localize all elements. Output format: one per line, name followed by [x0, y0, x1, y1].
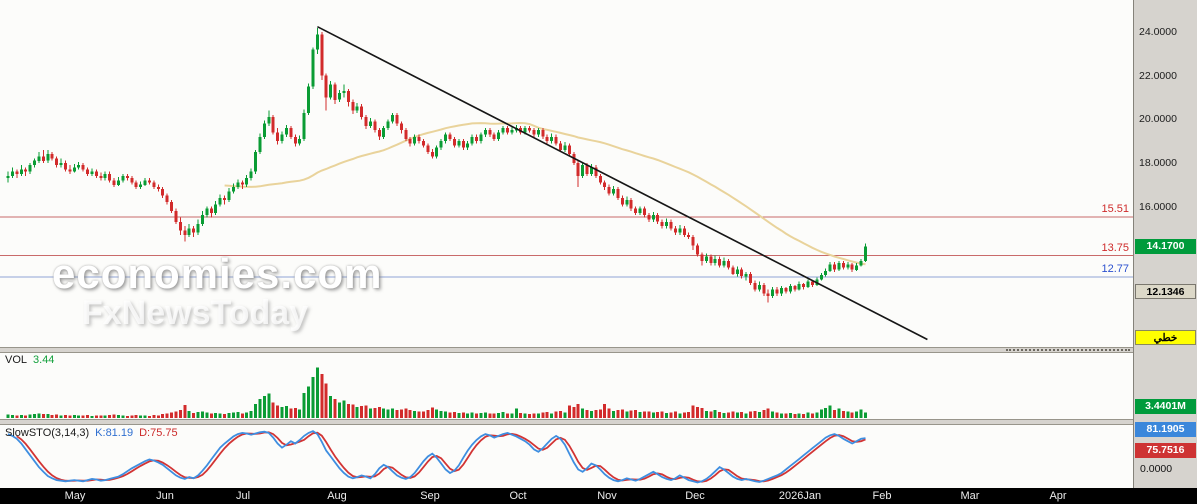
- stoch-k-line: [7, 430, 866, 484]
- price-tick-24: 24.0000: [1139, 26, 1177, 38]
- month-label-Aug: Aug: [327, 490, 347, 502]
- horizontal-price-lines[interactable]: [0, 216, 1133, 278]
- price-tick-22: 22.0000: [1139, 70, 1177, 82]
- stoch-pane-label: SlowSTO(3,14,3) K:81.19 D:75.75: [5, 427, 184, 439]
- stoch-d-line: [16, 431, 866, 483]
- moving-average-line: [224, 121, 866, 266]
- month-label-Jul: Jul: [235, 490, 251, 502]
- month-label-Jun: Jun: [156, 490, 174, 502]
- volume-label-value: 3.44: [33, 354, 55, 366]
- month-label-2026Jan: 2026Jan: [778, 490, 822, 502]
- price-line-label-13.75: 13.75: [1101, 242, 1129, 254]
- price-tick-20: 20.0000: [1139, 113, 1177, 125]
- chart-plot-area[interactable]: [0, 0, 1133, 488]
- level-value-badge: 12.1346: [1135, 284, 1196, 299]
- stoch-k-badge: 81.1905: [1135, 422, 1196, 437]
- month-label-Oct: Oct: [509, 490, 527, 502]
- month-label-Mar: Mar: [960, 490, 980, 502]
- stoch-k-value: K:81.19: [95, 427, 134, 439]
- volume-value-badge: 3.4401M: [1135, 399, 1196, 414]
- month-label-Feb: Feb: [872, 490, 892, 502]
- scale-type-badge: خطي: [1135, 330, 1196, 345]
- month-label-Apr: Apr: [1049, 490, 1067, 502]
- stoch-zero-label: 0.0000: [1140, 463, 1173, 475]
- trend-line[interactable]: [317, 25, 928, 341]
- month-label-May: May: [64, 490, 86, 502]
- volume-label-text: VOL: [5, 354, 28, 366]
- stoch-d-value: D:75.75: [139, 427, 178, 439]
- pane-splitter-volume-stoch[interactable]: [0, 419, 1133, 425]
- price-axis-strip[interactable]: 24.0000 22.0000 20.0000 18.0000 16.0000 14.17…: [1133, 0, 1197, 488]
- month-label-Nov: Nov: [597, 490, 617, 502]
- price-line-label-15.51: 15.51: [1101, 203, 1129, 215]
- volume-bars-layer[interactable]: [6, 367, 868, 418]
- price-line-label-12.77: 12.77: [1101, 263, 1129, 275]
- price-tick-18: 18.0000: [1139, 157, 1177, 169]
- price-tick-16: 16.0000: [1139, 201, 1177, 213]
- last-price-badge: 14.1700: [1135, 239, 1196, 254]
- month-label-Sep: Sep: [420, 490, 440, 502]
- month-label-Dec: Dec: [685, 490, 705, 502]
- stoch-d-badge: 75.7516: [1135, 443, 1196, 458]
- candles-layer[interactable]: [6, 27, 868, 303]
- stoch-label-text: SlowSTO(3,14,3): [5, 427, 90, 439]
- volume-pane-label: VOL 3.44: [5, 354, 60, 366]
- collapsed-toolbar-dots: [1006, 349, 1130, 351]
- time-axis-bar[interactable]: May Jun Jul Aug Sep Oct Nov Dec 2026Jan Feb Mar Apr: [0, 488, 1197, 504]
- pane-splitter-main-volume[interactable]: [0, 347, 1133, 353]
